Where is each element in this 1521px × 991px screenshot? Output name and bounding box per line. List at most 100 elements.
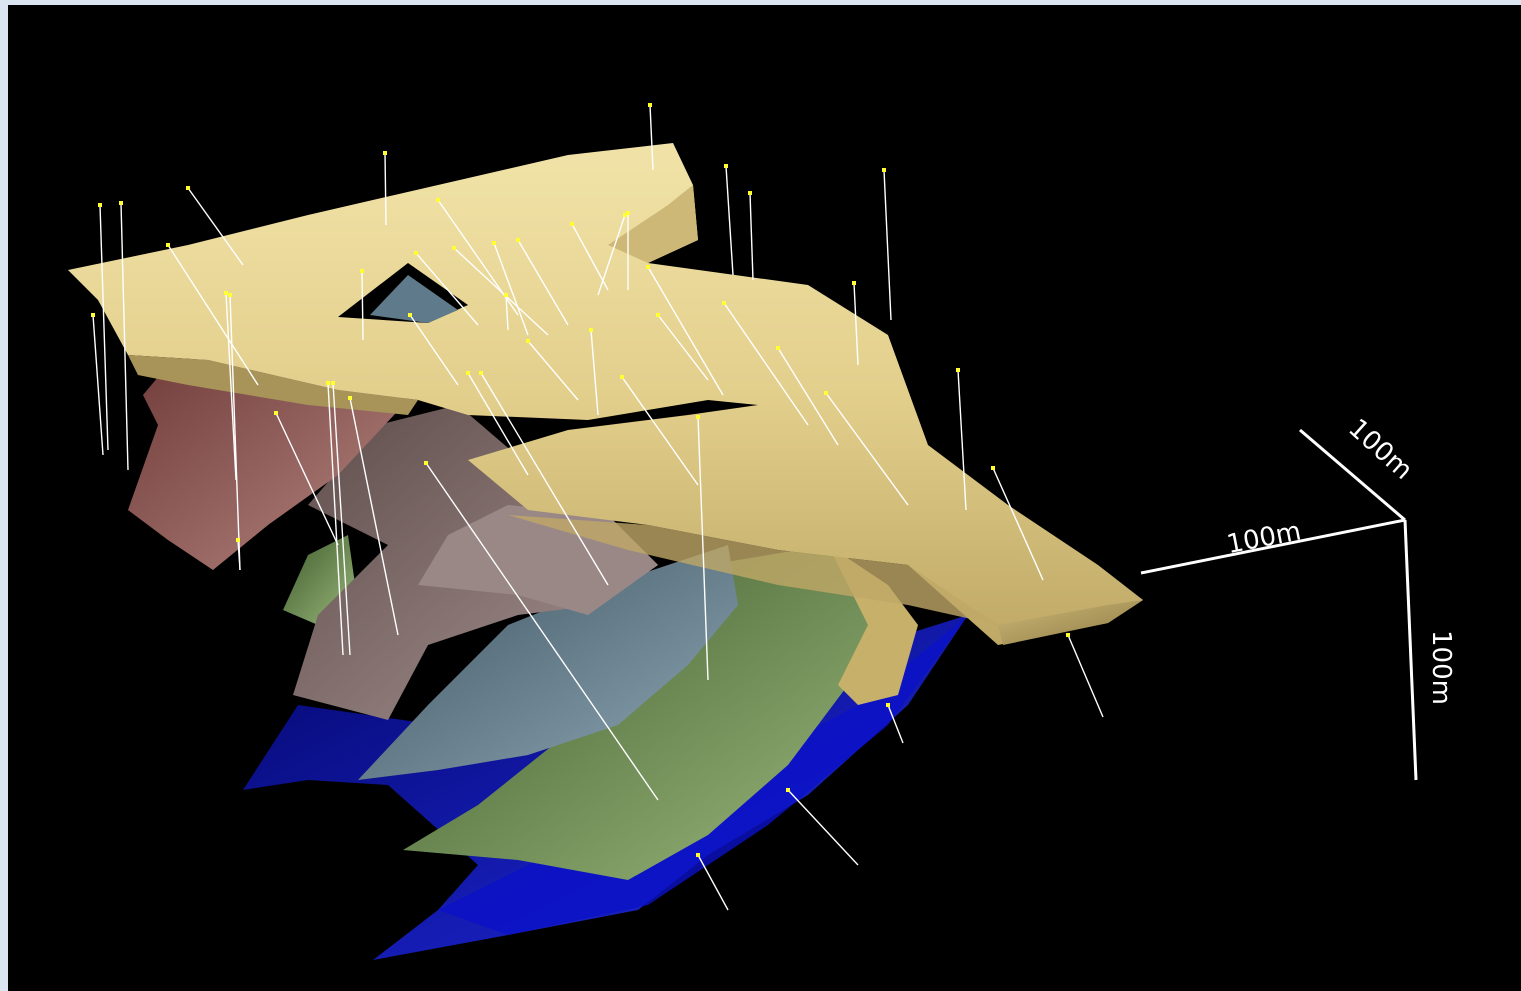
drillhole-trace: [167, 244, 259, 386]
drillhole-collar: [119, 201, 123, 205]
drillhole-collar: [570, 222, 574, 226]
drillhole-trace: [120, 202, 129, 471]
drillhole-collar: [886, 703, 890, 707]
drillhole-trace: [957, 369, 967, 511]
drillhole-collar: [504, 293, 508, 297]
drillhole-collar: [991, 466, 995, 470]
drillholes: [92, 104, 1104, 911]
drillhole-collar: [626, 211, 630, 215]
drillhole-collar: [414, 251, 418, 255]
drillhole-trace: [425, 462, 659, 801]
drillhole-collar: [331, 381, 335, 385]
scale-axis-x: [1140, 518, 1406, 575]
drillhole-trace: [415, 252, 479, 326]
drillhole-trace: [349, 397, 399, 636]
drillhole-trace: [825, 392, 909, 506]
drillhole-trace: [777, 347, 839, 446]
drillhole-collar: [91, 313, 95, 317]
drillhole-collar: [383, 151, 387, 155]
drillhole-trace: [225, 292, 237, 481]
drillhole-trace: [327, 382, 344, 656]
drillhole-trace: [647, 266, 724, 396]
drillhole-trace: [92, 314, 104, 456]
drillhole-collar: [623, 213, 627, 217]
drillhole-collar: [348, 396, 352, 400]
drillhole-collar: [98, 203, 102, 207]
drillhole-collar: [228, 293, 232, 297]
drillhole-trace: [505, 294, 509, 331]
drillhole-trace: [493, 242, 529, 336]
drillhole-collar: [656, 313, 660, 317]
drillhole-collar: [852, 281, 856, 285]
drillhole-trace: [517, 239, 569, 326]
drillhole-trace: [697, 854, 729, 911]
drillhole-collar: [326, 381, 330, 385]
drillhole-trace: [453, 247, 549, 336]
drillhole-collar: [360, 269, 364, 273]
drillhole-trace: [787, 789, 859, 866]
drillhole-collar: [274, 411, 278, 415]
drillhole-trace: [887, 704, 904, 744]
drillhole-collar: [956, 368, 960, 372]
drillhole-trace: [597, 214, 626, 296]
drillhole-trace: [621, 376, 699, 486]
drillhole-trace: [332, 382, 351, 656]
drillhole-collar: [589, 328, 593, 332]
drillhole-collar: [479, 371, 483, 375]
drillhole-collar: [408, 313, 412, 317]
drillhole-collar: [236, 538, 240, 542]
drillhole-trace: [1067, 634, 1104, 718]
drillhole-trace: [384, 152, 387, 226]
drillhole-collar: [648, 103, 652, 107]
drillhole-trace: [229, 294, 241, 571]
drillhole-trace: [571, 223, 609, 291]
drillhole-collar: [696, 415, 700, 419]
drillhole-collar: [620, 375, 624, 379]
drillhole-collar: [526, 339, 530, 343]
drillhole-collar: [882, 168, 886, 172]
drillhole-collar: [824, 391, 828, 395]
drillhole-trace: [723, 302, 809, 426]
drillhole-trace: [99, 204, 109, 451]
drillhole-trace: [590, 329, 599, 416]
drillhole-collar: [722, 301, 726, 305]
drillhole-trace: [883, 169, 892, 321]
drillhole-trace: [992, 467, 1044, 581]
scale-bar: [1140, 428, 1418, 781]
drillhole-collar: [516, 238, 520, 242]
drillhole-collar: [696, 853, 700, 857]
scale-label-z: 100m: [1426, 630, 1456, 705]
drillhole-collar: [166, 243, 170, 247]
drillhole-collar: [724, 164, 728, 168]
drillhole-trace: [409, 314, 459, 386]
drillhole-collar: [436, 198, 440, 202]
scale-axis-z: [1403, 519, 1418, 781]
scale-label-x: 100m: [1224, 516, 1303, 560]
drillhole-collars: [91, 103, 1070, 857]
drillhole-trace: [527, 340, 579, 401]
surface-top-layer[interactable]: [68, 143, 1143, 645]
drillhole-trace: [853, 282, 859, 366]
3d-viewport[interactable]: 100m 100m 100m: [8, 5, 1521, 991]
drillhole-trace: [749, 192, 754, 281]
drillhole-trace: [237, 539, 241, 571]
drillhole-collar: [492, 241, 496, 245]
drillhole-collar: [1066, 633, 1070, 637]
drillhole-collar: [786, 788, 790, 792]
drillhole-collar: [466, 371, 470, 375]
drillhole-collar: [186, 186, 190, 190]
drillhole-trace: [657, 314, 709, 381]
drillhole-trace: [649, 104, 654, 171]
drillhole-collar: [424, 461, 428, 465]
drillhole-collar: [748, 191, 752, 195]
drillhole-collar: [646, 265, 650, 269]
drillhole-trace: [187, 187, 244, 266]
scale-axis-y: [1299, 428, 1406, 522]
geology-model: 100m 100m 100m: [68, 103, 1456, 960]
drillhole-collar: [224, 291, 228, 295]
drillhole-trace: [275, 412, 339, 546]
drillhole-trace: [361, 270, 364, 341]
drillhole-trace: [480, 372, 609, 586]
drillhole-trace: [725, 165, 734, 276]
drillhole-trace: [467, 372, 529, 476]
